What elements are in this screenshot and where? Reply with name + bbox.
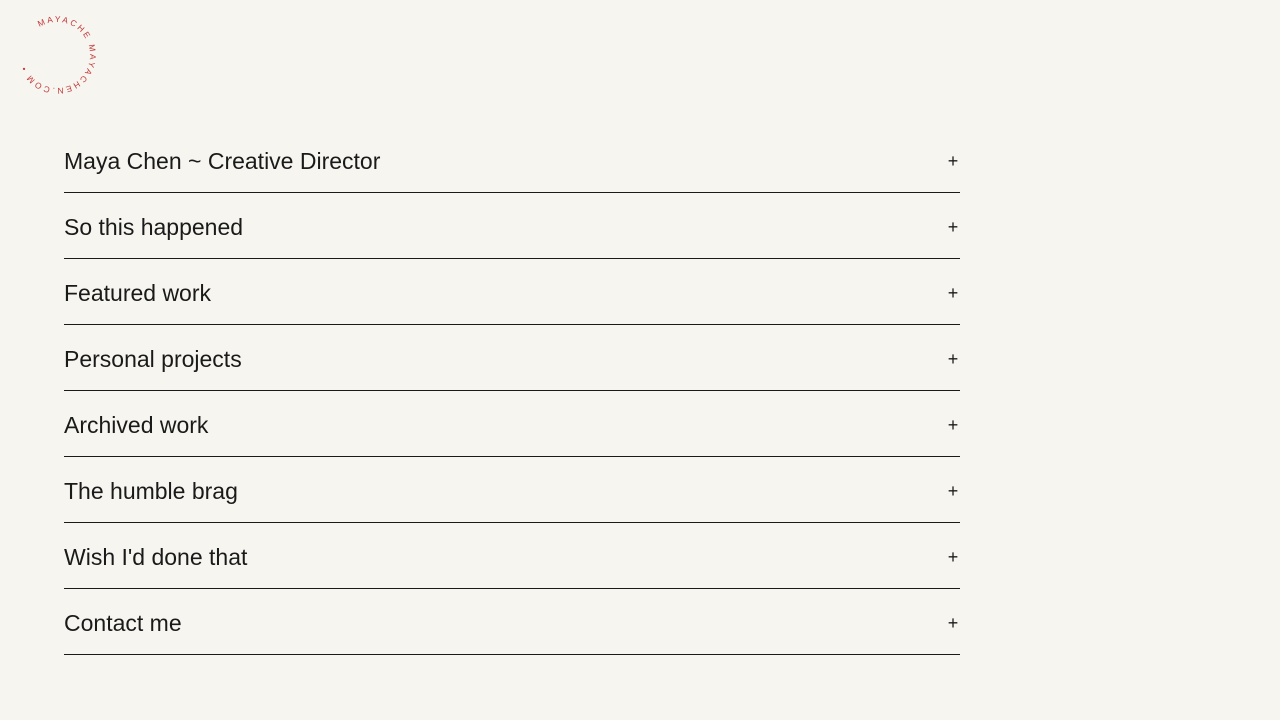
accordion-item[interactable]: Wish I'd done that +	[64, 523, 960, 589]
accordion-item-label: Contact me	[64, 609, 182, 636]
accordion-item-label: Wish I'd done that	[64, 543, 248, 570]
accordion-item[interactable]: Featured work +	[64, 259, 960, 325]
circular-logo-icon: MAYACHE MAYACHEN.COM •	[18, 14, 98, 96]
accordion-item[interactable]: Archived work +	[64, 391, 960, 457]
accordion-item[interactable]: The humble brag +	[64, 457, 960, 523]
accordion-item[interactable]: So this happened +	[64, 193, 960, 259]
plus-icon[interactable]: +	[947, 414, 959, 435]
accordion-item-label: Maya Chen ~ Creative Director	[64, 147, 381, 174]
accordion-list: Maya Chen ~ Creative Director + So this ha…	[64, 127, 960, 655]
accordion-item-label: Featured work	[64, 279, 212, 306]
accordion-item[interactable]: Personal projects +	[64, 325, 960, 391]
plus-icon[interactable]: +	[947, 546, 959, 567]
accordion-item-label: Archived work	[64, 411, 209, 438]
plus-icon[interactable]: +	[947, 150, 959, 171]
accordion-item[interactable]: Maya Chen ~ Creative Director +	[64, 127, 960, 193]
logo-text: MAYACHE MAYACHEN.COM •	[18, 14, 96, 96]
accordion-item-label: The humble brag	[64, 477, 238, 504]
plus-icon[interactable]: +	[947, 348, 959, 369]
accordion-item-label: So this happened	[64, 213, 244, 240]
accordion-item[interactable]: Contact me +	[64, 589, 960, 655]
accordion-item-label: Personal projects	[64, 345, 242, 372]
logo[interactable]: MAYACHE MAYACHEN.COM •	[14, 12, 100, 98]
plus-icon[interactable]: +	[947, 216, 959, 237]
plus-icon[interactable]: +	[947, 480, 959, 501]
svg-text:MAYACHE MAYACHEN.COM •: MAYACHE MAYACHEN.COM •	[18, 14, 98, 96]
plus-icon[interactable]: +	[947, 612, 959, 633]
plus-icon[interactable]: +	[947, 282, 959, 303]
